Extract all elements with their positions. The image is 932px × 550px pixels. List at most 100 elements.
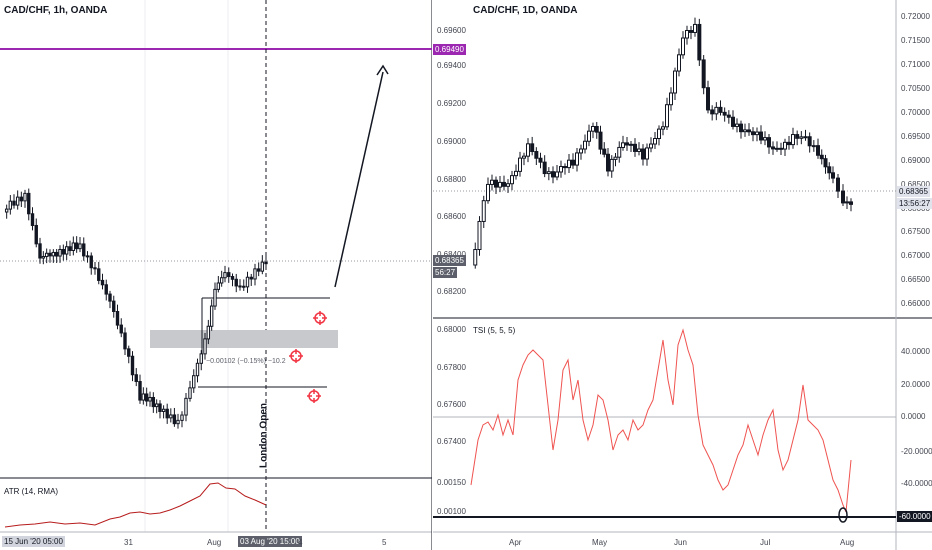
candle-body	[551, 171, 555, 178]
candle-body	[677, 54, 681, 72]
left-candles	[4, 188, 268, 429]
right-chart-canvas[interactable]	[433, 0, 932, 550]
candle-body	[514, 170, 518, 177]
atr-tick: 0.00150	[437, 478, 466, 487]
candle-body	[127, 348, 131, 357]
candle-body	[158, 403, 162, 412]
candle-body	[609, 158, 614, 172]
price-tick: 0.71000	[901, 60, 930, 69]
candle-body	[633, 143, 637, 152]
candle-body	[78, 243, 82, 250]
level-price-badge: 0.69490	[433, 44, 466, 55]
candle-body	[763, 137, 767, 141]
candle-body	[657, 128, 661, 140]
time-cursor-badge: 03 Aug '20 15:00	[238, 536, 302, 547]
candle-body	[625, 142, 629, 146]
price-tick: 0.71500	[901, 36, 930, 45]
candle-body	[12, 200, 16, 206]
tsi-level-badge: -60.0000	[897, 511, 932, 522]
candle-body	[849, 201, 853, 205]
candle-body	[213, 288, 217, 307]
time-tick: Aug	[840, 538, 855, 547]
candle-body	[169, 414, 173, 419]
time-tick: Apr	[509, 538, 522, 547]
candle-body	[661, 126, 665, 130]
candle-body	[542, 161, 547, 175]
candle-body	[264, 261, 268, 265]
price-tick: 0.68000	[437, 325, 466, 334]
candle-body	[718, 106, 723, 113]
price-tick: 0.67600	[437, 400, 466, 409]
candle-body	[494, 179, 498, 188]
candle-body	[119, 324, 123, 334]
range-measure-label: −0.00102 (−0.15%) −10.2	[206, 358, 286, 365]
candle-body	[506, 183, 510, 187]
candle-body	[755, 131, 759, 136]
tsi-circle-annotation	[838, 507, 848, 523]
candle-body	[100, 279, 105, 286]
candle-body	[845, 201, 849, 204]
candle-body	[689, 30, 693, 33]
right-symbol-label: CAD/CHF, 1D, OANDA	[473, 5, 578, 16]
candle-body	[249, 276, 253, 280]
left-chart-canvas[interactable]	[0, 0, 432, 550]
candle-body	[130, 355, 135, 376]
candle-body	[819, 154, 824, 160]
candle-body	[490, 179, 494, 185]
price-tick: 0.66000	[901, 299, 930, 308]
candle-body	[74, 242, 79, 250]
candle-body	[751, 131, 755, 136]
candle-body	[27, 192, 31, 215]
atr-label: ATR (14, RMA)	[4, 487, 59, 496]
candle-body	[34, 224, 38, 245]
candle-body	[645, 147, 649, 160]
candle-body	[216, 282, 221, 290]
atr-tick: 0.00100	[437, 507, 466, 516]
candle-body	[64, 246, 69, 255]
tsi-label: TSI (5, 5, 5)	[473, 326, 516, 335]
candle-body	[526, 143, 530, 157]
candle-body	[747, 129, 751, 133]
candle-body	[238, 285, 242, 288]
candle-body	[134, 374, 138, 383]
candle-body	[598, 131, 603, 150]
candle-body	[58, 248, 62, 257]
candle-body	[735, 123, 739, 127]
candle-body	[8, 200, 13, 210]
candle-body	[172, 414, 177, 425]
candle-body	[165, 408, 169, 419]
candle-body	[30, 213, 35, 226]
candle-body	[669, 92, 673, 106]
candle-body	[473, 249, 478, 266]
candle-body	[108, 293, 112, 302]
right-chart-panel[interactable]: CAD/CHF, 1D, OANDA 0.72000 0.71500 0.710…	[433, 0, 932, 550]
candle-body	[530, 143, 535, 153]
candle-body	[68, 246, 72, 251]
candle-body	[144, 393, 149, 402]
london-open-label: London Open	[258, 403, 270, 468]
candle-body	[123, 332, 127, 350]
candle-body	[722, 111, 727, 116]
candle-body	[206, 325, 211, 340]
price-tick: 0.69500	[901, 132, 930, 141]
candle-body	[227, 272, 231, 278]
candle-body	[697, 23, 702, 61]
candle-body	[54, 251, 59, 257]
candle-body	[209, 305, 214, 327]
candle-body	[559, 166, 563, 173]
demand-zone	[150, 330, 338, 348]
left-chart-panel[interactable]: CAD/CHF, 1h, OANDA 0.69600 0.69400 0.692…	[0, 0, 466, 550]
time-tick: May	[592, 538, 608, 547]
price-tick: 0.68800	[437, 175, 466, 184]
right-candles	[473, 17, 853, 269]
price-tick: 0.67800	[437, 363, 466, 372]
candle-body	[779, 147, 783, 150]
candle-body	[706, 87, 710, 111]
candle-body	[19, 196, 24, 202]
time-tick: Jun	[674, 538, 687, 547]
price-tick: 0.69600	[437, 26, 466, 35]
candle-body	[195, 362, 200, 377]
candle-body	[498, 181, 502, 188]
candle-body	[184, 397, 188, 416]
candle-body	[93, 267, 97, 270]
